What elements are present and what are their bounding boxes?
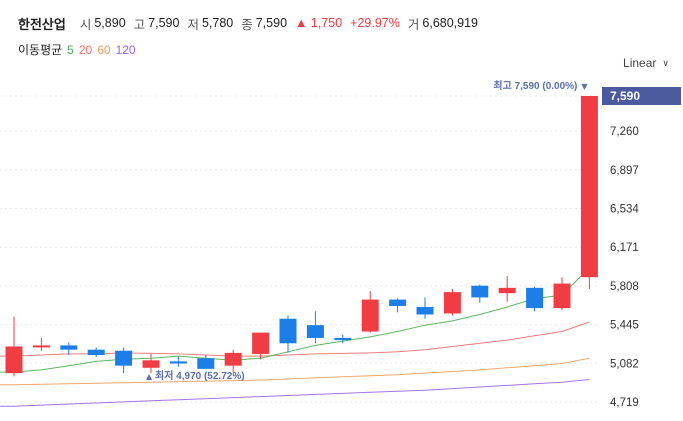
low-label: 저 (187, 17, 199, 32)
candle (5, 316, 23, 377)
candle (306, 311, 324, 344)
candle-body (115, 350, 133, 366)
candle-body (197, 358, 215, 369)
candle-body (361, 299, 379, 332)
stock-name: 한전산업 (18, 16, 66, 32)
candle (553, 277, 571, 311)
ma120-line (0, 379, 590, 407)
candle-body (142, 360, 160, 368)
open-value: 5,890 (94, 16, 126, 30)
candle (169, 356, 187, 367)
y-tick-label: 5,808 (610, 281, 639, 293)
candle-body (526, 287, 544, 309)
change-value: ▲ 1,750 (295, 16, 343, 30)
y-tick-label: 5,445 (610, 320, 639, 332)
candle (471, 284, 489, 303)
y-tick-label: 6,897 (610, 165, 639, 177)
moving-average-legend: 이동평균 5 20 60 120 (18, 41, 141, 58)
ma-legend-60[interactable]: 60 (97, 42, 111, 57)
close-value: 7,590 (255, 16, 288, 30)
candle (115, 347, 133, 374)
candle-body (60, 345, 78, 350)
ma-legend-label: 이동평균 (18, 43, 63, 57)
y-tick-label: 4,719 (610, 397, 639, 409)
candle (197, 354, 215, 369)
candle (526, 286, 544, 312)
candle-body (389, 299, 407, 306)
ma-legend-20[interactable]: 20 (78, 42, 93, 57)
high-value: 7,590 (148, 16, 180, 30)
candle-body (471, 285, 489, 298)
candle-body (32, 345, 50, 348)
low-stat: 저 5,780 (187, 14, 233, 33)
candle (142, 353, 160, 374)
y-tick-label: 6,171 (610, 242, 639, 254)
candle (389, 298, 407, 313)
high-stat: 고 7,590 (134, 14, 180, 33)
change-percent: +29.97% (350, 16, 400, 30)
close-stat: 종 7,590 (241, 14, 287, 33)
candle-body (252, 332, 270, 354)
stock-header: 한전산업 시 5,890 고 7,590 저 5,780 종 7,590 ▲ 1,750… (18, 13, 486, 33)
price-tag (602, 87, 681, 105)
candle-body (306, 325, 324, 338)
high-label: 고 (133, 17, 146, 32)
volume-value: 6,680,919 (422, 16, 478, 30)
open-stat: 시 5,890 (80, 14, 126, 33)
volume-stat: 거 6,680,919 (408, 14, 478, 33)
candle-body (498, 287, 516, 294)
low-value: 5,780 (201, 16, 234, 30)
candle-body (224, 352, 242, 366)
candle (361, 291, 379, 333)
open-label: 시 (79, 17, 92, 32)
candle-body (580, 96, 598, 278)
candle-body (416, 307, 434, 315)
candle-body (169, 361, 187, 364)
price-tag-label: 7,590 (610, 89, 640, 103)
high-marker-label: 최고 7,590 (0.00%) (493, 79, 577, 92)
low-marker-arrow-icon: ▲ (146, 372, 153, 381)
candle (498, 276, 516, 302)
y-tick-label: 6,534 (610, 204, 639, 216)
candle (334, 334, 352, 344)
candle-body (87, 349, 105, 355)
ma-legend-120[interactable]: 120 (115, 42, 136, 57)
candle (580, 96, 598, 289)
candle-body (553, 283, 571, 309)
close-label: 종 (241, 17, 253, 32)
high-marker-arrow-icon: ▼ (581, 82, 588, 91)
candle (252, 332, 270, 360)
scale-dropdown[interactable]: Linear ∨ (623, 56, 669, 70)
candle (279, 315, 297, 353)
candle (87, 347, 105, 358)
ma-legend-5[interactable]: 5 (67, 42, 74, 57)
candle (224, 349, 242, 373)
candle-body (279, 318, 297, 344)
candle-body (5, 346, 23, 374)
scale-label: Linear (623, 56, 657, 70)
candle (416, 297, 434, 319)
y-tick-label: 5,082 (610, 358, 639, 370)
ma60-line (0, 357, 590, 386)
candle (32, 337, 50, 351)
chevron-down-icon: ∨ (662, 57, 669, 68)
y-tick-label: 7,260 (610, 126, 639, 138)
candle-body (334, 337, 352, 341)
candle (443, 288, 461, 316)
volume-label: 거 (407, 17, 420, 32)
low-marker-label: 최저 4,970 (52.72%) (155, 369, 245, 382)
candle-body (443, 292, 461, 314)
ma20-line (0, 321, 590, 357)
candle (60, 342, 78, 355)
